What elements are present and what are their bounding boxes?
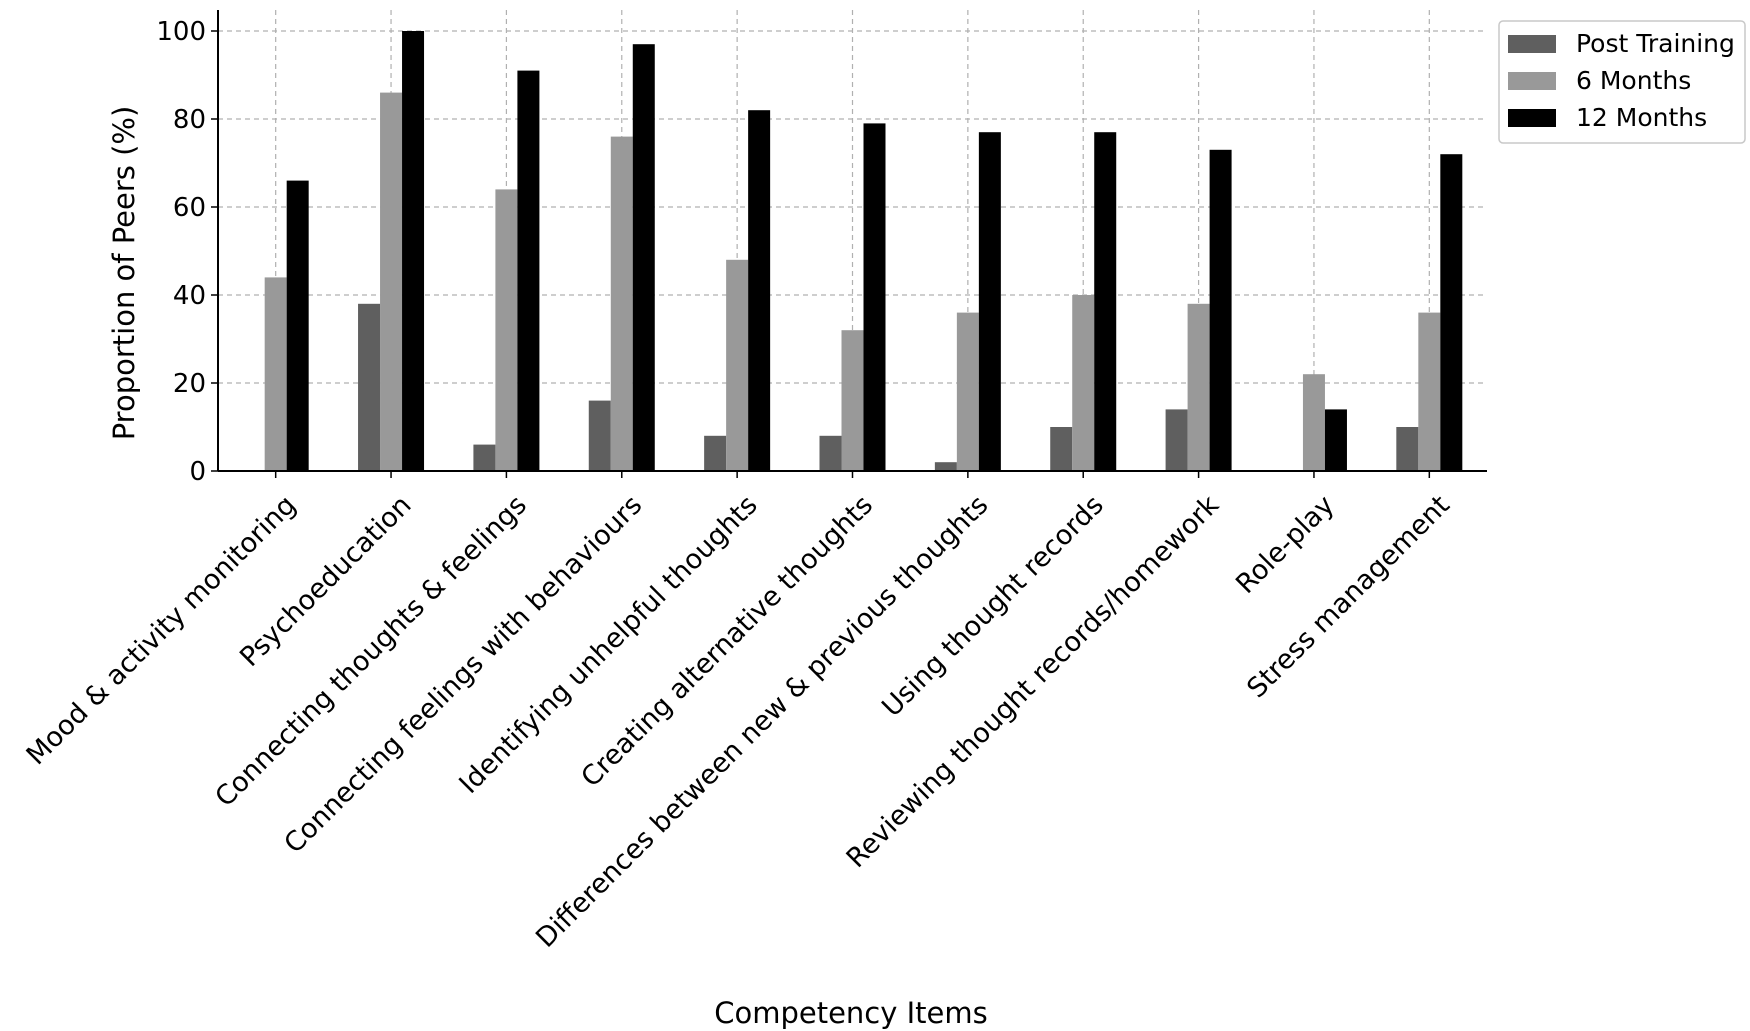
y-tick-label: 0 xyxy=(189,457,206,487)
bar xyxy=(495,189,518,471)
y-tick-label: 40 xyxy=(173,281,206,311)
bar xyxy=(1094,132,1117,471)
y-tick-label: 80 xyxy=(173,105,206,135)
bar xyxy=(610,136,633,471)
bar xyxy=(358,303,381,471)
legend-label: 12 Months xyxy=(1576,103,1707,132)
x-tick-label: Stress management xyxy=(1241,490,1456,705)
bar xyxy=(748,110,771,471)
bar xyxy=(863,123,886,472)
bar xyxy=(380,92,403,471)
legend-box xyxy=(1498,20,1746,144)
legend-swatch xyxy=(1508,109,1556,127)
bar xyxy=(1418,312,1441,471)
bar xyxy=(1440,154,1463,471)
bar xyxy=(978,132,1001,471)
x-tick-label: Using thought records xyxy=(876,490,1110,724)
bar xyxy=(264,277,287,471)
x-axis-title: Competency Items xyxy=(714,996,988,1030)
bar xyxy=(1165,409,1188,471)
legend-swatch xyxy=(1508,72,1556,90)
bar xyxy=(632,44,655,471)
bar xyxy=(588,400,611,471)
y-tick-label: 20 xyxy=(173,369,206,399)
bar xyxy=(1072,295,1095,471)
y-tick-label: 60 xyxy=(173,193,206,223)
x-tick-label: Role-play xyxy=(1230,490,1340,600)
bar xyxy=(934,462,957,471)
legend: Post Training 6 Months 12 Months xyxy=(1498,20,1746,144)
y-axis-title: Proportion of Peers (%) xyxy=(107,106,141,441)
y-tick-label: 100 xyxy=(156,17,206,47)
bar xyxy=(704,435,727,471)
y-axis-ticks: 0 20 40 60 80 100 xyxy=(156,17,218,487)
x-axis-ticks: Mood & activity monitoringPsychoeducatio… xyxy=(21,471,1456,954)
bar-series xyxy=(264,31,1463,472)
bar xyxy=(819,435,842,471)
bar xyxy=(402,31,425,471)
bar xyxy=(1209,149,1232,472)
bar xyxy=(726,259,749,471)
legend-label: Post Training xyxy=(1576,29,1735,58)
bar xyxy=(1050,427,1073,471)
bar xyxy=(286,180,309,471)
legend-swatch xyxy=(1508,35,1556,53)
bar xyxy=(1324,409,1347,471)
bar xyxy=(1187,303,1210,471)
bar xyxy=(517,70,540,471)
bar xyxy=(956,312,979,471)
bar xyxy=(473,444,496,471)
legend-label: 6 Months xyxy=(1576,66,1691,95)
bar xyxy=(1302,374,1325,471)
series-post-training xyxy=(358,303,1419,471)
bar xyxy=(1396,427,1419,471)
bar xyxy=(841,330,864,471)
series-6-months xyxy=(264,92,1441,471)
series-12-months xyxy=(286,31,1463,472)
grid-lines xyxy=(218,10,1487,471)
